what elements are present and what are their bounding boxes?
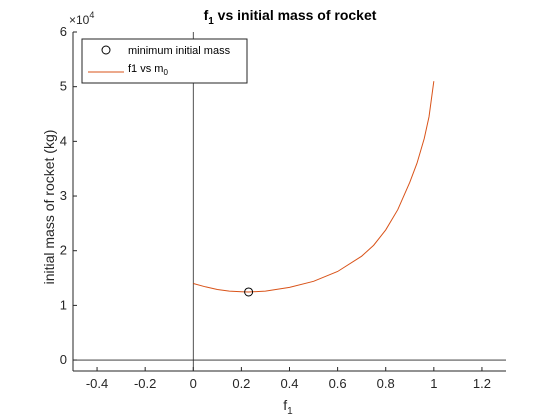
series-line-f1-vs-m0 [193, 81, 435, 293]
x-tick-label: -0.2 [134, 376, 156, 391]
y-tick-label: 2 [60, 243, 67, 258]
legend-box [81, 38, 248, 84]
legend-entry-series: f1 vs m0 [128, 63, 168, 77]
plot-background [73, 32, 506, 371]
y-tick-label: 6 [60, 24, 67, 39]
plot-area: -0.4 -0.2 0 0.2 0.4 0.6 0.8 1 1.2 0 1 2 3 4 5 6 [60, 24, 506, 391]
x-tick-label: 1.2 [473, 376, 491, 391]
chart-title: f1 vs initial mass of rocket [204, 7, 377, 27]
y-exponent: ×104 [69, 10, 94, 27]
y-tick-label: 5 [60, 79, 67, 94]
x-tick-label: 0.6 [329, 376, 347, 391]
y-axis-label: initial mass of rocket (kg) [41, 130, 57, 285]
x-axis-label: f1 [283, 397, 293, 417]
x-tick-label: 0 [190, 376, 197, 391]
minimum-mass-marker [244, 287, 254, 297]
legend-marker-icon [101, 45, 111, 55]
y-tick-label: 1 [60, 297, 67, 312]
legend-entry-minimum: minimum initial mass [128, 45, 231, 57]
x-tick-label: 1 [430, 376, 437, 391]
x-tick-label: 0.2 [232, 376, 250, 391]
y-tick-label: 4 [60, 133, 67, 148]
y-tick-label: 0 [60, 352, 67, 367]
y-tick-label: 3 [60, 188, 67, 203]
legend: minimum initial mass f1 vs m0 [81, 38, 248, 84]
x-tick-label: 0.8 [377, 376, 395, 391]
x-tick-label: 0.4 [280, 376, 298, 391]
x-tick-label: -0.4 [86, 376, 108, 391]
